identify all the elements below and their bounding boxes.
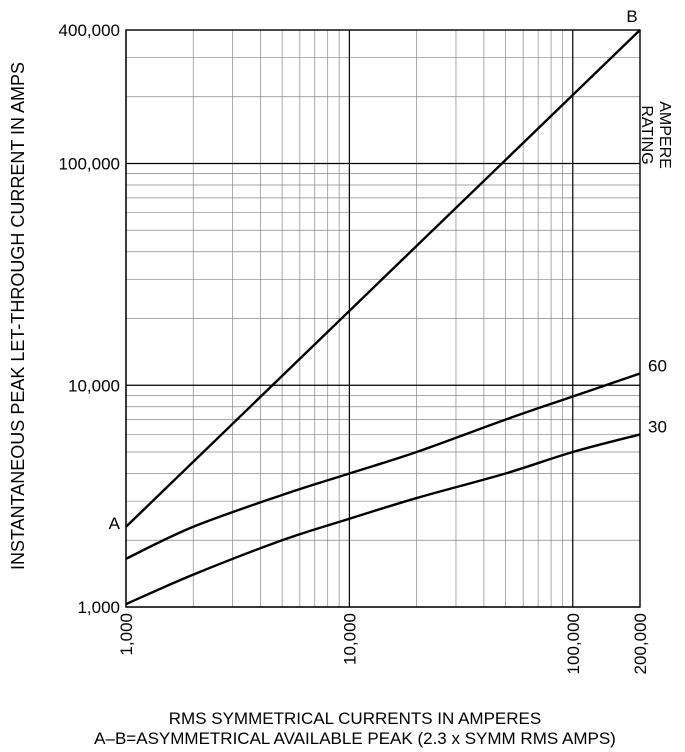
x-axis-title: RMS SYMMETRICAL CURRENTS IN AMPERES [169, 709, 541, 728]
x-axis-note: A–B=ASYMMETRICAL AVAILABLE PEAK (2.3 x S… [94, 729, 616, 748]
series-label: 30 [648, 417, 667, 436]
y-tick-label: 10,000 [68, 376, 120, 395]
series-line-A-B [125, 29, 641, 528]
x-tick-label: 10,000 [340, 613, 359, 665]
y-tick-labels: 1,000 10,000 100,000 400,000 [59, 21, 120, 617]
series-labels: A B 60 30 [109, 7, 667, 533]
x-tick-labels: 1,000 10,000 100,000 200,000 [117, 613, 650, 674]
x-tick-label: 1,000 [117, 613, 136, 656]
right-label-line-2: RATING [638, 105, 655, 164]
series-label: 60 [648, 356, 667, 375]
series-line-30 [125, 433, 641, 606]
series-layer [125, 29, 641, 606]
x-tick-label: 200,000 [631, 613, 650, 674]
right-label-line-1: AMPERE [656, 101, 673, 169]
minor-grid [126, 29, 641, 607]
y-tick-label: 400,000 [59, 21, 120, 40]
series-start-label: A [109, 514, 121, 533]
series-line-60 [125, 372, 641, 560]
y-axis-title: INSTANTANEOUS PEAK LET-THROUGH CURRENT I… [8, 62, 28, 570]
y-tick-label: 1,000 [77, 598, 120, 617]
y-tick-label: 100,000 [59, 155, 120, 174]
series-end-label: B [626, 7, 637, 26]
plot-frame [125, 29, 641, 608]
x-tick-label: 100,000 [564, 613, 583, 674]
